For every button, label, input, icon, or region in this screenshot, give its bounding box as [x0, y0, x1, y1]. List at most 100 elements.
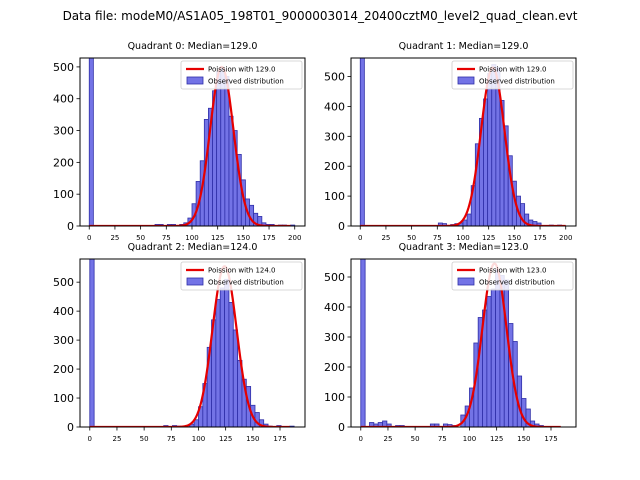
legend: Poission with 124.0 Observed distribution [180, 261, 303, 291]
poisson-fit-line [89, 265, 290, 427]
chart-panel-2: 0 25 50 75 100 125 150 175 0 100 200 300 400 500 Quadr… [53, 242, 306, 443]
y-tick-label: 300 [324, 331, 345, 344]
x-tick-label: 75 [433, 234, 442, 242]
x-tick-label: 0 [358, 234, 362, 242]
x-tick-label: 100 [463, 435, 476, 443]
panel-title: Quadrant 1: Median=129.0 [399, 41, 529, 52]
legend-bar-swatch [186, 277, 204, 286]
histogram-bar [525, 408, 531, 427]
x-tick-label: 25 [383, 435, 392, 443]
x-tick-label: 125 [219, 435, 232, 443]
x-tick-label: 125 [490, 435, 503, 443]
y-tick-label: 300 [324, 130, 345, 143]
legend-box [180, 261, 303, 291]
x-tick-label: 25 [381, 234, 390, 242]
x-tick-label: 50 [136, 234, 145, 242]
histogram-bar [490, 288, 496, 427]
x-tick-label: 125 [211, 234, 224, 242]
histogram-bar [386, 423, 392, 427]
chart-panel-1: 0 25 50 75 100 125 150 175 200 0 100 200 300 400 500 Qu… [324, 41, 577, 242]
x-tick-label: 175 [262, 234, 275, 242]
x-tick-label: 100 [185, 234, 198, 242]
histogram-bar [220, 68, 226, 226]
panel-title: Quadrant 2: Median=124.0 [128, 242, 258, 253]
y-tick-label: 200 [324, 361, 345, 374]
x-tick-label: 125 [482, 234, 495, 242]
histogram-bar [232, 329, 239, 427]
legend-bar-swatch [457, 277, 475, 286]
histogram-bar [224, 76, 230, 226]
axes-frame [79, 57, 306, 227]
axes-frame [79, 258, 306, 428]
y-tick-label: 300 [53, 125, 74, 138]
histogram-bar [224, 278, 230, 427]
poisson-fit-line [360, 66, 566, 226]
legend-box [451, 261, 574, 291]
poisson-fit-line [89, 65, 291, 226]
histogram-bar [503, 279, 510, 427]
x-tick-label: 150 [508, 234, 521, 242]
histogram-bar [228, 302, 234, 427]
legend-entry-fit: Poission with 129.0 [208, 66, 276, 74]
chart-panel-0: 0 25 50 75 100 125 150 175 200 0 100 200 300 400 500 Qu… [53, 41, 306, 242]
histogram-bar [215, 299, 221, 427]
histogram-bar [228, 115, 234, 226]
x-tick-label: 0 [88, 435, 92, 443]
y-tick-label: 400 [53, 93, 74, 106]
y-tick-label: 100 [53, 392, 74, 405]
histogram-bar [359, 58, 365, 226]
x-tick-label: 25 [112, 435, 121, 443]
histogram-bar [521, 398, 527, 427]
histogram-bar [462, 219, 468, 226]
x-tick-label: 100 [456, 234, 469, 242]
histogram-bar [483, 98, 489, 226]
legend: Poission with 129.0 Observed distribution [451, 60, 574, 90]
panel-title: Quadrant 3: Median=123.0 [399, 242, 529, 253]
legend: Poission with 129.0 Observed distribution [180, 60, 303, 90]
legend-entry-fit: Poission with 129.0 [479, 66, 547, 74]
histogram-bar [442, 223, 447, 226]
histogram-bar [495, 269, 501, 427]
histogram-bar [487, 73, 493, 226]
panel-title: Quadrant 0: Median=129.0 [128, 41, 258, 52]
poisson-fit-line [360, 262, 561, 427]
x-tick-label: 150 [246, 435, 259, 443]
histogram-bar [219, 287, 225, 427]
histogram-bar [466, 213, 472, 226]
legend-entry-fit: Poission with 123.0 [479, 267, 547, 275]
histogram-bar [89, 259, 95, 427]
x-tick-label: 150 [237, 234, 250, 242]
legend-entry-fit: Poission with 124.0 [208, 267, 276, 275]
x-tick-label: 75 [167, 435, 176, 443]
y-tick-label: 100 [53, 188, 74, 201]
histogram-bar [88, 58, 94, 226]
x-tick-label: 25 [110, 234, 119, 242]
y-tick-label: 400 [53, 305, 74, 318]
histogram-bar [216, 71, 222, 226]
x-tick-label: 75 [162, 234, 171, 242]
y-tick-label: 200 [324, 160, 345, 173]
x-tick-label: 175 [273, 435, 286, 443]
y-tick-label: 0 [67, 421, 74, 434]
histogram-bar [360, 259, 366, 427]
y-tick-label: 500 [53, 61, 74, 74]
legend-entry-observed: Observed distribution [479, 279, 555, 287]
x-tick-label: 100 [192, 435, 205, 443]
y-tick-label: 0 [67, 220, 74, 233]
x-tick-label: 50 [407, 234, 416, 242]
x-tick-label: 200 [288, 234, 301, 242]
chart-panel-3: 0 25 50 75 100 125 150 175 0 100 200 300 400 500 Quadr… [324, 242, 577, 443]
legend-box [451, 60, 574, 90]
y-tick-label: 200 [53, 363, 74, 376]
y-tick-label: 500 [324, 71, 345, 84]
histogram-bar [486, 296, 492, 427]
x-tick-label: 50 [140, 435, 149, 443]
x-tick-label: 0 [87, 234, 91, 242]
y-tick-label: 100 [324, 190, 345, 203]
x-tick-label: 150 [517, 435, 530, 443]
x-tick-label: 50 [411, 435, 420, 443]
legend-entry-observed: Observed distribution [208, 78, 284, 86]
y-tick-label: 0 [338, 220, 345, 233]
y-tick-label: 400 [324, 100, 345, 113]
